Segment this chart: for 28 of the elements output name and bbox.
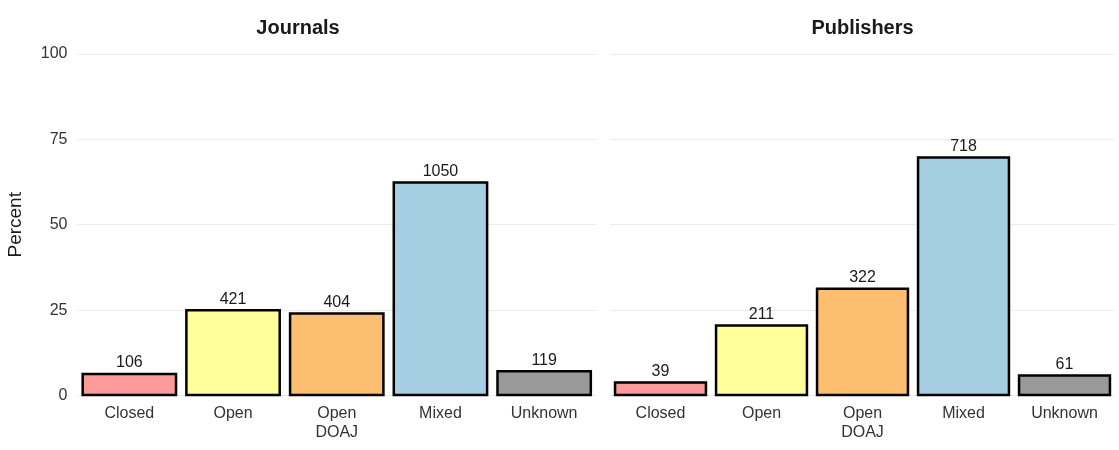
- chart-title: Journals: [256, 15, 340, 38]
- x-tick-label: Mixed: [419, 403, 462, 421]
- y-tick-label: 75: [49, 129, 68, 147]
- annotation: 322: [849, 268, 876, 286]
- x-tick-label: Closed: [104, 403, 155, 421]
- annotation: 421: [219, 289, 247, 307]
- annotation: 61: [1055, 354, 1074, 372]
- x-tick-label: Unknown: [510, 403, 578, 421]
- x-tick-label: Open DOAJ: [315, 403, 359, 440]
- y-tick-label: 100: [40, 44, 68, 62]
- x-tick-label: Open DOAJ: [841, 403, 884, 440]
- annotation: 106: [115, 353, 143, 371]
- y-tick-label: 0: [58, 386, 68, 404]
- x-tick-label: Mixed: [942, 403, 985, 421]
- annotation: 119: [531, 350, 557, 368]
- annotation: 211: [748, 304, 775, 322]
- x-tick-label: Open: [741, 403, 782, 421]
- y-axis-title: Percent: [3, 191, 25, 258]
- y-tick-label: 25: [49, 300, 68, 318]
- annotation: 39: [651, 362, 670, 380]
- y-tick-label: 50: [49, 215, 68, 233]
- x-tick-label: Open: [213, 403, 253, 421]
- x-tick-label: Unknown: [1031, 403, 1098, 421]
- chart-title: Publishers: [811, 15, 914, 38]
- annotation: 718: [950, 136, 977, 154]
- annotation: 1050: [422, 161, 459, 179]
- x-tick-label: Closed: [635, 403, 686, 421]
- annotation: 404: [323, 293, 351, 311]
